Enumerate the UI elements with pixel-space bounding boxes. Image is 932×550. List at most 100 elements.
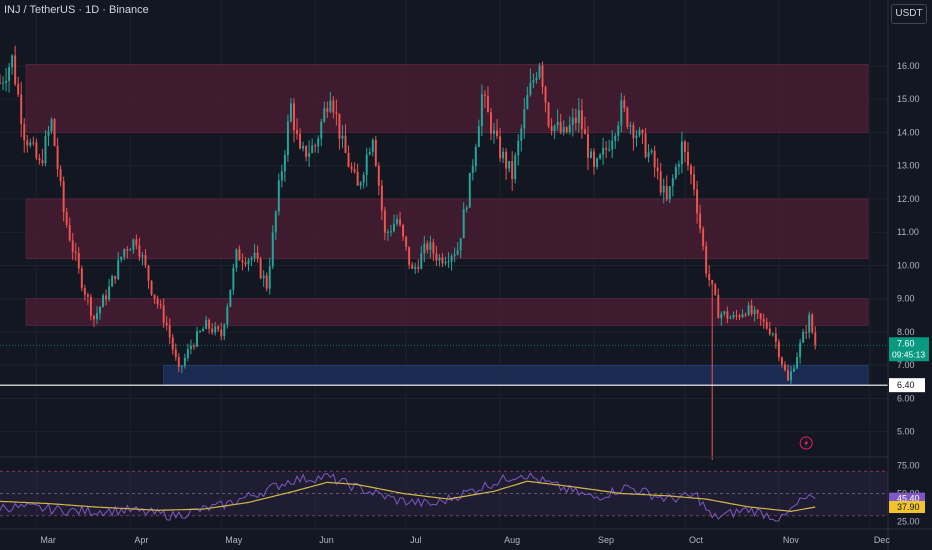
candle-body: [99, 307, 101, 314]
candle-body: [114, 276, 117, 279]
candle-body: [705, 246, 708, 274]
time-tick-label: Mar: [40, 535, 56, 545]
support-zone: [163, 364, 869, 386]
candle-body: [447, 261, 450, 263]
candle-body: [714, 284, 717, 295]
candle-body: [435, 253, 438, 261]
candle-body: [671, 178, 674, 187]
candle-body: [271, 232, 274, 267]
candle-body: [650, 150, 653, 153]
candle-body: [783, 364, 786, 371]
time-tick-label: Apr: [134, 535, 148, 545]
chart-title: INJ / TetherUS · 1D · Binance: [4, 4, 149, 16]
candle-body: [511, 160, 514, 180]
rsi-ma-badge: [889, 501, 925, 514]
candle-body: [208, 319, 211, 329]
price-tick-label: 6.00: [897, 393, 915, 403]
candle-body: [11, 55, 14, 68]
candle-body: [683, 141, 686, 152]
candle-body: [708, 273, 711, 281]
candle-body: [153, 294, 156, 299]
price-tick-label: 10.00: [897, 260, 920, 270]
candle-body: [156, 298, 159, 305]
candle-body: [653, 150, 656, 168]
candle-body: [732, 315, 735, 318]
candle-body: [696, 189, 699, 214]
price-tick-label: 5.00: [897, 427, 915, 437]
candle-body: [83, 288, 86, 295]
currency-button[interactable]: USDT: [891, 4, 927, 24]
candle-body: [214, 326, 217, 333]
candle-body: [353, 169, 356, 172]
candle-body: [338, 113, 341, 139]
candle-body: [456, 250, 459, 255]
candle-body: [729, 317, 732, 319]
candle-body: [74, 251, 77, 253]
candle-body: [787, 370, 789, 381]
time-tick-label: Aug: [504, 535, 520, 545]
candle-body: [229, 289, 232, 307]
candle-body: [335, 112, 338, 114]
candle-body: [677, 164, 680, 167]
candle-body: [723, 311, 726, 314]
candle-body: [762, 319, 765, 322]
candle-body: [656, 167, 659, 172]
candle-body: [505, 151, 508, 169]
candle-body: [805, 331, 808, 333]
candle-body: [402, 224, 405, 237]
candle-body: [429, 242, 432, 250]
candle-body: [647, 152, 650, 158]
candle-body: [359, 182, 362, 186]
candle-body: [799, 342, 802, 358]
time-tick-label: Jul: [410, 535, 422, 545]
candle-body: [641, 129, 644, 134]
candle-body: [426, 243, 429, 250]
candle-body: [274, 211, 277, 233]
candle-body: [105, 295, 108, 300]
price-tick-label: 9.00: [897, 294, 915, 304]
candle-body: [141, 255, 144, 257]
candle-body: [665, 185, 668, 200]
candle-body: [171, 337, 174, 350]
candle-body: [56, 145, 59, 170]
candle-body: [568, 124, 571, 133]
candle-body: [617, 125, 620, 136]
candle-body: [741, 314, 744, 318]
candle-body: [580, 110, 583, 130]
candle-body: [126, 248, 129, 251]
candle-body: [183, 357, 186, 366]
candle-body: [120, 256, 123, 260]
candle-body: [759, 313, 762, 320]
candle-body: [602, 147, 605, 155]
candle-body: [62, 181, 65, 213]
price-tick-label: 7.00: [897, 360, 915, 370]
candle-body: [347, 152, 350, 167]
candle-body: [286, 121, 289, 156]
candle-body: [493, 130, 495, 134]
candle-body: [465, 207, 468, 210]
candle-body: [29, 142, 32, 146]
time-tick-label: Oct: [689, 535, 704, 545]
candle-body: [499, 136, 502, 159]
candle-body: [320, 121, 323, 139]
candle-body: [777, 341, 780, 358]
candle-body: [544, 86, 547, 103]
candle-body: [796, 357, 799, 369]
rsi-ma-label: 37.90: [897, 502, 920, 512]
candle-body: [735, 315, 738, 317]
candle-body: [405, 236, 408, 247]
candle-body: [350, 166, 353, 170]
candle-body: [386, 231, 389, 233]
price-tick-label: 13.00: [897, 161, 920, 171]
candle-body: [562, 127, 565, 133]
candle-body: [411, 264, 414, 269]
candle-body: [80, 268, 83, 289]
candle-body: [289, 103, 292, 122]
candle-body: [108, 286, 111, 300]
candle-body: [102, 295, 105, 308]
candle-body: [417, 266, 420, 269]
candle-body: [574, 117, 577, 123]
candle-body: [702, 228, 705, 247]
